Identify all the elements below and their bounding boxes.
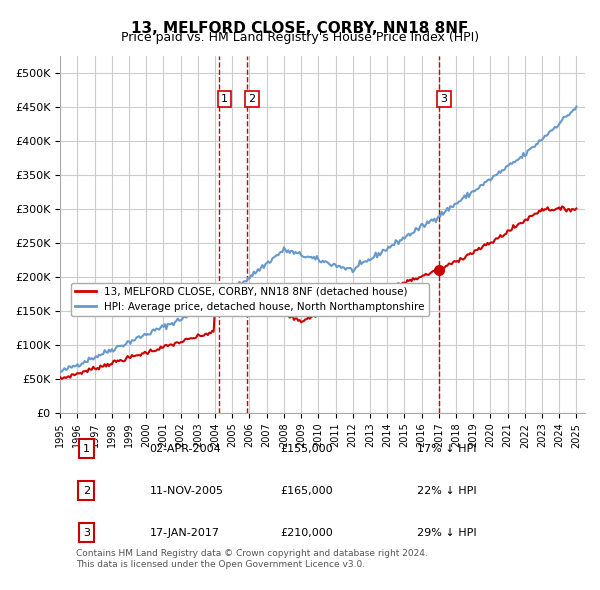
Text: £165,000: £165,000: [281, 486, 333, 496]
Text: £155,000: £155,000: [281, 444, 333, 454]
Text: 3: 3: [83, 528, 90, 538]
Legend: 13, MELFORD CLOSE, CORBY, NN18 8NF (detached house), HPI: Average price, detache: 13, MELFORD CLOSE, CORBY, NN18 8NF (deta…: [71, 283, 428, 316]
Text: 2: 2: [248, 94, 256, 104]
Text: 02-APR-2004: 02-APR-2004: [149, 444, 221, 454]
Text: 1: 1: [221, 94, 228, 104]
Text: 22% ↓ HPI: 22% ↓ HPI: [417, 486, 476, 496]
Text: 13, MELFORD CLOSE, CORBY, NN18 8NF: 13, MELFORD CLOSE, CORBY, NN18 8NF: [131, 21, 469, 35]
Text: Contains HM Land Registry data © Crown copyright and database right 2024.
This d: Contains HM Land Registry data © Crown c…: [76, 549, 428, 569]
Text: 3: 3: [440, 94, 448, 104]
Text: Price paid vs. HM Land Registry's House Price Index (HPI): Price paid vs. HM Land Registry's House …: [121, 31, 479, 44]
Text: 17-JAN-2017: 17-JAN-2017: [149, 528, 220, 538]
Text: 17% ↓ HPI: 17% ↓ HPI: [417, 444, 476, 454]
Text: £210,000: £210,000: [281, 528, 334, 538]
Text: 29% ↓ HPI: 29% ↓ HPI: [417, 528, 476, 538]
Text: 1: 1: [83, 444, 90, 454]
Text: 11-NOV-2005: 11-NOV-2005: [149, 486, 223, 496]
Text: 2: 2: [83, 486, 90, 496]
